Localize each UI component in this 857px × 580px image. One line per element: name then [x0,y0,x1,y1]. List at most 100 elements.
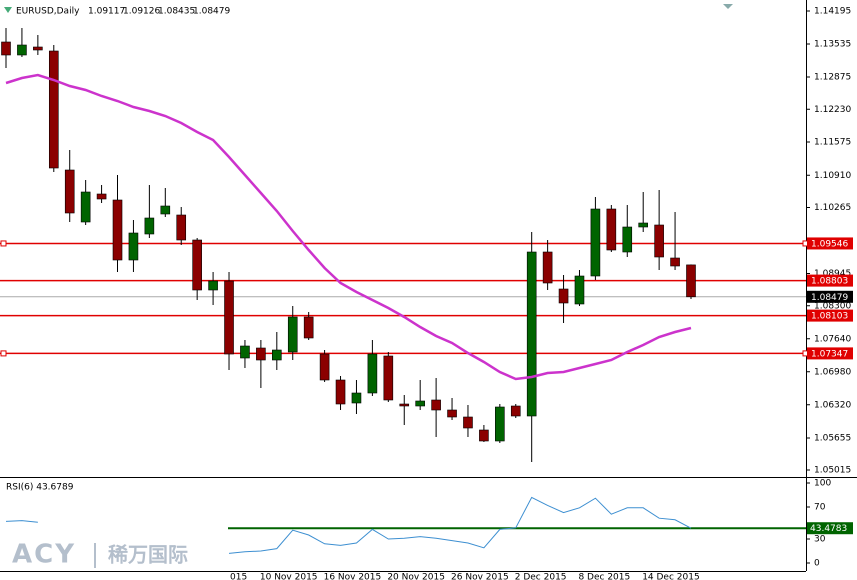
shift-marker[interactable] [723,4,733,9]
level-label-box [807,274,853,287]
candle-body [240,345,250,359]
candle-body [399,403,410,407]
candle-body [335,379,346,405]
ohlc-high: 1.09126 [123,7,160,17]
candle-body [415,400,425,407]
candle-body [208,280,218,291]
candle-body [670,257,680,267]
candle-body [654,224,664,258]
moving-average [5,73,692,381]
candle-body [64,169,75,214]
candle-body [1,41,11,56]
watermark-text: 稀万国际 [108,543,188,567]
y-tick-label: 1.08300 [814,301,851,311]
level-anchor [0,240,7,247]
y-tick-label: 1.13535 [814,40,851,50]
x-tick-label: 10 Nov 2015 [260,573,318,580]
x-tick-label: 015 [230,573,247,580]
candle-body [192,239,202,291]
watermark-logo: ACY [12,540,76,570]
candle-body [256,347,266,361]
ohlc-low: 1.08435 [158,7,195,17]
candle-body [510,405,521,417]
candle-body [431,399,441,411]
candle-body [128,232,139,261]
level-label: 1.08103 [811,312,848,322]
candle-body [606,208,617,251]
candle-body [96,193,107,200]
candle-body [17,44,27,56]
candle-body [383,355,394,401]
y-tick-label: 30 [814,535,826,545]
y-tick-label: 1.05015 [814,466,851,476]
y-tick-label: 70 [814,503,826,513]
candle-body [176,214,187,241]
candle-body [112,199,123,261]
y-tick-label: 1.07640 [814,334,851,344]
candle-body [48,50,59,169]
x-tick-label: 2 Dec 2015 [515,573,567,580]
x-tick-label: 8 Dec 2015 [578,573,630,580]
level-label-box [807,309,853,322]
chart-title: EURUSD,Daily [16,7,80,17]
candle-body [574,275,585,305]
y-tick-label: 1.06320 [814,400,851,410]
y-tick-label: 1.10265 [814,203,851,213]
y-tick-label: 1.06980 [814,367,851,377]
ohlc-open: 1.09117 [88,7,125,17]
candle-body [80,191,91,223]
candle-body [526,251,537,417]
candle-body [160,205,171,215]
level-label-box [807,237,853,250]
symbol-icon [4,7,12,13]
level-label: 1.09546 [811,239,848,249]
ohlc-close: 1.08479 [193,7,230,17]
candle-body [144,217,155,235]
candle-body [319,353,330,381]
candle-body [686,264,696,298]
y-tick-label: 0 [814,559,820,569]
level-anchor [0,350,7,357]
rsi-line [5,496,692,554]
price-label: 1.08479 [811,293,848,303]
y-tick-label: 1.12875 [814,73,851,83]
price-label-box [807,290,853,303]
level-label: 1.08803 [811,277,848,287]
y-tick-label: 100 [814,479,831,489]
candle-body [287,316,298,353]
candle-body [272,349,282,361]
candle-body [542,251,553,284]
candle-body [351,392,362,404]
rsi-title: RSI(6) 43.6789 [6,483,74,493]
level-label: 1.07347 [811,349,848,359]
watermark-bg [0,534,226,571]
candle-body [447,409,457,418]
candle-body [367,353,378,394]
watermark: ACY 稀万国际 [0,534,226,571]
candle-body [303,316,314,339]
candle-body [590,208,601,277]
candle-body [224,280,234,355]
y-tick-label: 1.11575 [814,138,851,148]
level-label-box [807,347,853,360]
x-tick-label: 16 Nov 2015 [324,573,382,580]
x-tick-label: 20 Nov 2015 [387,573,445,580]
candle-body [558,288,569,304]
candle-body [638,222,649,228]
candle-body [622,226,633,253]
rsi-level-label: 43.4783 [810,524,847,534]
y-tick-label: 1.12230 [814,105,851,115]
candle-body [479,429,489,442]
x-tick-label: 14 Dec 2015 [642,573,700,580]
candle-body [495,406,505,442]
y-tick-label: 1.14195 [814,7,851,17]
x-tick-label: 26 Nov 2015 [451,573,509,580]
y-tick-label: 1.10910 [814,171,851,181]
y-tick-label: 1.05655 [814,434,851,444]
y-tick-label: 1.08945 [814,269,851,279]
rsi-level-box [807,522,853,535]
candle-body [33,46,43,51]
candle-body [463,416,473,429]
